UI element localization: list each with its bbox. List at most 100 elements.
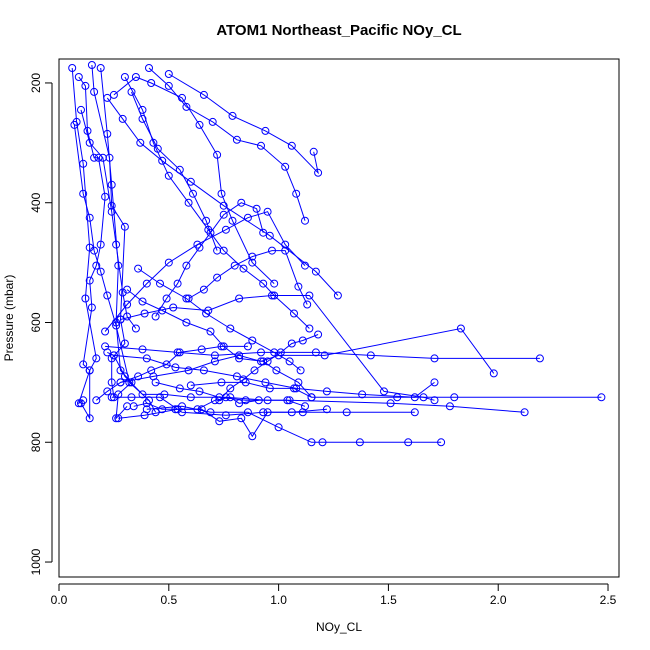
data-point [248, 336, 257, 345]
data-point [248, 258, 257, 267]
data-point [116, 366, 125, 375]
data-point [160, 390, 169, 399]
data-point [305, 324, 314, 333]
data-point [235, 351, 244, 360]
data-point [217, 378, 226, 387]
series-line-1 [71, 67, 97, 405]
data-point [243, 342, 252, 351]
data-point [151, 312, 160, 321]
data-point [215, 417, 224, 426]
data-point [307, 438, 316, 447]
data-point [193, 405, 202, 414]
series-line-26 [155, 202, 264, 317]
data-point [597, 393, 606, 402]
data-point [127, 393, 136, 402]
data-point [199, 285, 208, 294]
data-point [156, 279, 164, 288]
data-point [217, 189, 226, 198]
data-point [232, 372, 241, 381]
data-point [184, 198, 193, 207]
data-point [96, 267, 105, 276]
data-point [101, 192, 110, 201]
data-point [87, 61, 96, 69]
x-axis-label: NOy_CL [316, 620, 362, 634]
data-point [268, 291, 276, 300]
data-point [138, 345, 147, 354]
data-point [237, 414, 246, 423]
data-point [162, 294, 171, 303]
data-point [142, 279, 151, 288]
data-point [158, 405, 167, 414]
data-point [107, 378, 116, 387]
data-point [92, 354, 101, 363]
data-point [287, 339, 296, 348]
data-point [96, 240, 105, 249]
data-point [230, 261, 239, 270]
data-point [164, 258, 173, 267]
data-point [257, 141, 265, 150]
data-point [358, 390, 367, 399]
data-point [259, 408, 268, 417]
data-point [77, 399, 85, 408]
series-line-23 [190, 381, 602, 398]
data-point [213, 273, 222, 282]
series-line-25 [104, 211, 306, 332]
series-line-20 [120, 327, 495, 383]
data-point [142, 399, 151, 408]
data-point [81, 81, 90, 90]
data-point [294, 282, 303, 291]
x-tick-label: 1.5 [380, 593, 397, 607]
data-point [311, 348, 320, 357]
data-point [318, 438, 327, 447]
data-point [182, 294, 191, 303]
data-point [123, 300, 132, 309]
data-point [186, 177, 195, 186]
data-point [182, 318, 191, 327]
plot-frame [58, 58, 620, 578]
data-point [285, 357, 294, 366]
data-point [92, 261, 101, 270]
data-point [404, 438, 413, 447]
data-point [129, 402, 138, 411]
data-point [450, 393, 459, 402]
data-point [235, 294, 244, 303]
data-point [268, 246, 276, 255]
data-point [248, 432, 257, 441]
data-point [96, 64, 105, 72]
data-point [153, 144, 162, 153]
data-point [107, 393, 116, 402]
data-point [217, 342, 226, 351]
data-point [114, 261, 123, 270]
data-point [419, 393, 428, 402]
data-point [204, 306, 213, 315]
data-point [120, 372, 129, 381]
data-point [158, 156, 167, 165]
data-point [116, 378, 125, 387]
data-point [140, 411, 149, 420]
series-line-19 [155, 381, 525, 413]
y-axis-label: Pressure (mbar) [2, 275, 16, 362]
data-point [112, 321, 121, 330]
data-point [138, 297, 147, 306]
data-point [265, 384, 274, 393]
data-point [189, 189, 197, 198]
data-point [257, 348, 265, 357]
data-point [228, 216, 237, 225]
y-tick-label: 200 [29, 73, 43, 93]
data-point [171, 363, 180, 372]
data-point [197, 345, 206, 354]
series-line-10 [124, 76, 310, 329]
data-point [109, 351, 118, 360]
series-line-2 [78, 76, 106, 421]
series-line-22 [105, 345, 540, 359]
data-point [252, 204, 261, 213]
data-point [221, 225, 230, 234]
y-tick-label: 600 [29, 312, 43, 332]
data-point [184, 366, 193, 375]
data-point [301, 261, 309, 270]
data-point [250, 366, 259, 375]
data-point [114, 414, 123, 423]
data-point [142, 354, 151, 363]
data-point [120, 73, 129, 81]
data-point [276, 348, 285, 357]
